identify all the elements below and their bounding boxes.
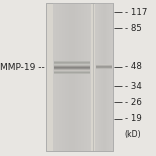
Text: - 34: - 34 [124,82,141,91]
Bar [109,3,110,151]
Bar [98,3,99,151]
Bar [67,3,68,151]
Text: (kD): (kD) [125,130,141,139]
Bar [112,3,113,151]
Bar [103,3,104,151]
Bar [79,3,80,151]
Bar [71,3,72,151]
Bar [65,3,66,151]
Bar [110,3,111,151]
Bar [54,69,90,70]
Bar [101,3,102,151]
Bar [87,3,88,151]
Bar [88,3,89,151]
Bar [90,3,91,151]
Bar [96,3,97,151]
Bar [80,3,81,151]
Bar [105,3,106,151]
Bar [70,3,71,151]
Bar [108,3,109,151]
Bar [107,3,108,151]
Bar [99,3,100,151]
Bar [54,73,90,74]
Bar [89,3,90,151]
Bar [54,65,90,66]
Bar [54,3,55,151]
Bar [111,3,112,151]
Bar [58,3,59,151]
Bar [54,70,90,71]
Bar [61,3,62,151]
Bar [96,65,112,66]
Bar [46,3,113,151]
Bar [97,3,98,151]
Bar [96,65,112,66]
Bar [54,61,90,62]
Bar [85,3,86,151]
Bar [63,3,64,151]
Bar [55,3,56,151]
Bar [96,68,112,69]
Bar [54,62,90,63]
Bar [100,3,101,151]
Text: - 85: - 85 [124,24,141,33]
Text: - 117: - 117 [124,7,147,17]
Text: MMP-19 --: MMP-19 -- [0,63,45,72]
Bar [54,66,90,67]
Bar [75,3,76,151]
Bar [102,3,103,151]
Text: - 26: - 26 [124,98,141,107]
Bar [96,66,112,67]
Bar [77,3,78,151]
Bar [66,3,67,151]
Bar [78,3,79,151]
Bar [62,3,63,151]
Bar [68,3,69,151]
Bar [95,3,96,151]
Bar [73,3,74,151]
Bar [54,67,90,68]
Bar [54,63,90,64]
Bar [64,3,65,151]
Bar [106,3,107,151]
Bar [83,3,84,151]
Bar [104,3,105,151]
Bar [54,68,90,69]
Bar [96,64,112,65]
Bar [82,3,83,151]
Bar [46,3,113,151]
Bar [81,3,82,151]
Bar [84,3,85,151]
Bar [72,3,73,151]
Bar [56,3,57,151]
Bar [76,3,77,151]
Bar [60,3,61,151]
Bar [59,3,60,151]
Bar [54,64,90,65]
Text: - 48: - 48 [124,62,141,71]
Bar [86,3,87,151]
Bar [96,67,112,68]
Bar [69,3,70,151]
Bar [53,3,54,151]
Bar [74,3,75,151]
Text: - 19: - 19 [124,114,141,123]
Bar [54,71,90,72]
Bar [57,3,58,151]
Bar [54,72,90,73]
